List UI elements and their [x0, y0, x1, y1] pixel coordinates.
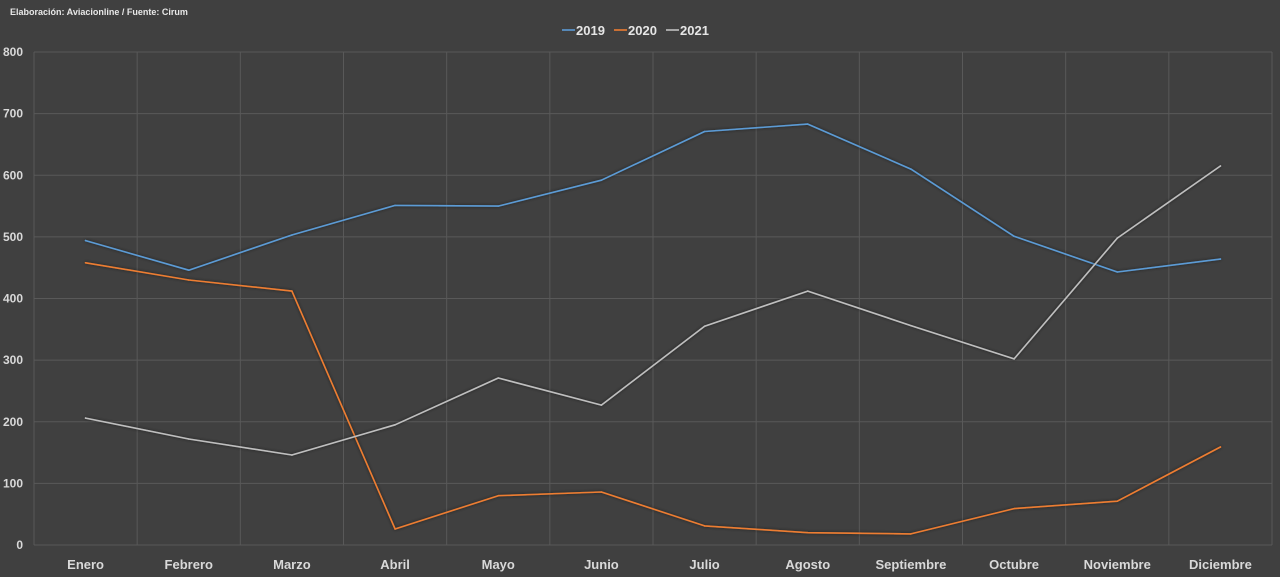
data-point-2019	[910, 168, 912, 170]
data-point-2019	[703, 130, 706, 133]
series-lines	[84, 123, 1222, 535]
data-point-2021	[497, 377, 500, 379]
legend-label: 2019	[576, 23, 605, 38]
x-tick-label: Noviembre	[1084, 557, 1151, 572]
data-point-2020	[497, 494, 500, 497]
legend-item-2020: 2020	[614, 23, 657, 38]
legend-item-2019: 2019	[562, 23, 605, 38]
gridlines	[33, 51, 1273, 546]
data-point-2019	[187, 269, 190, 271]
data-point-2020	[600, 491, 603, 493]
data-point-2020	[187, 279, 190, 281]
x-axis-ticks: Enero Febrero Marzo Abril Mayo Junio Julio Agos…	[67, 557, 1252, 572]
x-tick-label: Septiembre	[876, 557, 947, 572]
y-tick-label: 200	[3, 415, 23, 429]
data-point-2020	[1219, 446, 1222, 448]
x-tick-label: Abril	[380, 557, 410, 572]
x-tick-label: Mayo	[482, 557, 515, 572]
data-point-2020	[1013, 507, 1015, 510]
data-point-2019	[600, 179, 603, 181]
data-point-2021	[84, 417, 87, 419]
legend-label: 2021	[680, 23, 709, 38]
data-point-2021	[1116, 237, 1119, 239]
data-point-2020	[291, 290, 293, 292]
legend: 2019 2020 2021	[562, 23, 709, 38]
x-tick-label: Enero	[67, 557, 104, 572]
y-tick-label: 0	[16, 538, 23, 552]
data-point-2021	[1219, 165, 1222, 167]
data-point-2020	[84, 261, 87, 264]
y-tick-label: 300	[3, 353, 23, 367]
y-tick-label: 400	[3, 292, 23, 306]
data-point-2021	[187, 438, 190, 440]
y-tick-label: 100	[3, 476, 23, 490]
data-point-2019	[84, 239, 87, 242]
data-point-2020	[910, 533, 912, 535]
data-point-2020	[394, 528, 396, 530]
series-line-2020	[84, 261, 1222, 535]
y-tick-label: 600	[3, 168, 23, 182]
data-point-2021	[1013, 358, 1015, 360]
x-tick-label: Junio	[584, 557, 619, 572]
y-tick-label: 800	[3, 45, 23, 59]
y-tick-label: 500	[3, 230, 23, 244]
data-point-2019	[806, 123, 809, 125]
x-tick-label: Octubre	[989, 557, 1039, 572]
x-tick-label: Febrero	[165, 557, 213, 572]
data-point-2019	[497, 205, 500, 207]
legend-label: 2020	[628, 23, 657, 38]
legend-item-2021: 2021	[666, 23, 709, 38]
data-point-2019	[1116, 271, 1119, 273]
data-point-2019	[394, 204, 396, 207]
data-point-2019	[1219, 258, 1222, 260]
x-tick-label: Diciembre	[1189, 557, 1252, 572]
x-tick-label: Agosto	[785, 557, 830, 572]
data-point-2021	[910, 324, 912, 327]
source-credit: Elaboración: Aviacionline / Fuente: Ciru…	[10, 7, 188, 17]
data-point-2020	[1116, 500, 1119, 503]
y-axis-ticks: 0 100 200 300 400 500 600 700 800	[3, 45, 23, 552]
data-point-2020	[703, 525, 706, 527]
data-point-2021	[394, 424, 396, 426]
data-point-2021	[600, 404, 603, 406]
series-line-2021	[84, 165, 1222, 456]
series-line-2019	[84, 123, 1222, 273]
x-tick-label: Marzo	[273, 557, 311, 572]
y-tick-label: 700	[3, 107, 23, 121]
data-point-2020	[806, 531, 809, 534]
data-point-2019	[291, 234, 293, 236]
data-point-2021	[703, 325, 706, 328]
data-point-2019	[1013, 235, 1015, 238]
data-point-2021	[291, 454, 293, 456]
data-point-2021	[806, 290, 809, 292]
x-tick-label: Julio	[689, 557, 719, 572]
